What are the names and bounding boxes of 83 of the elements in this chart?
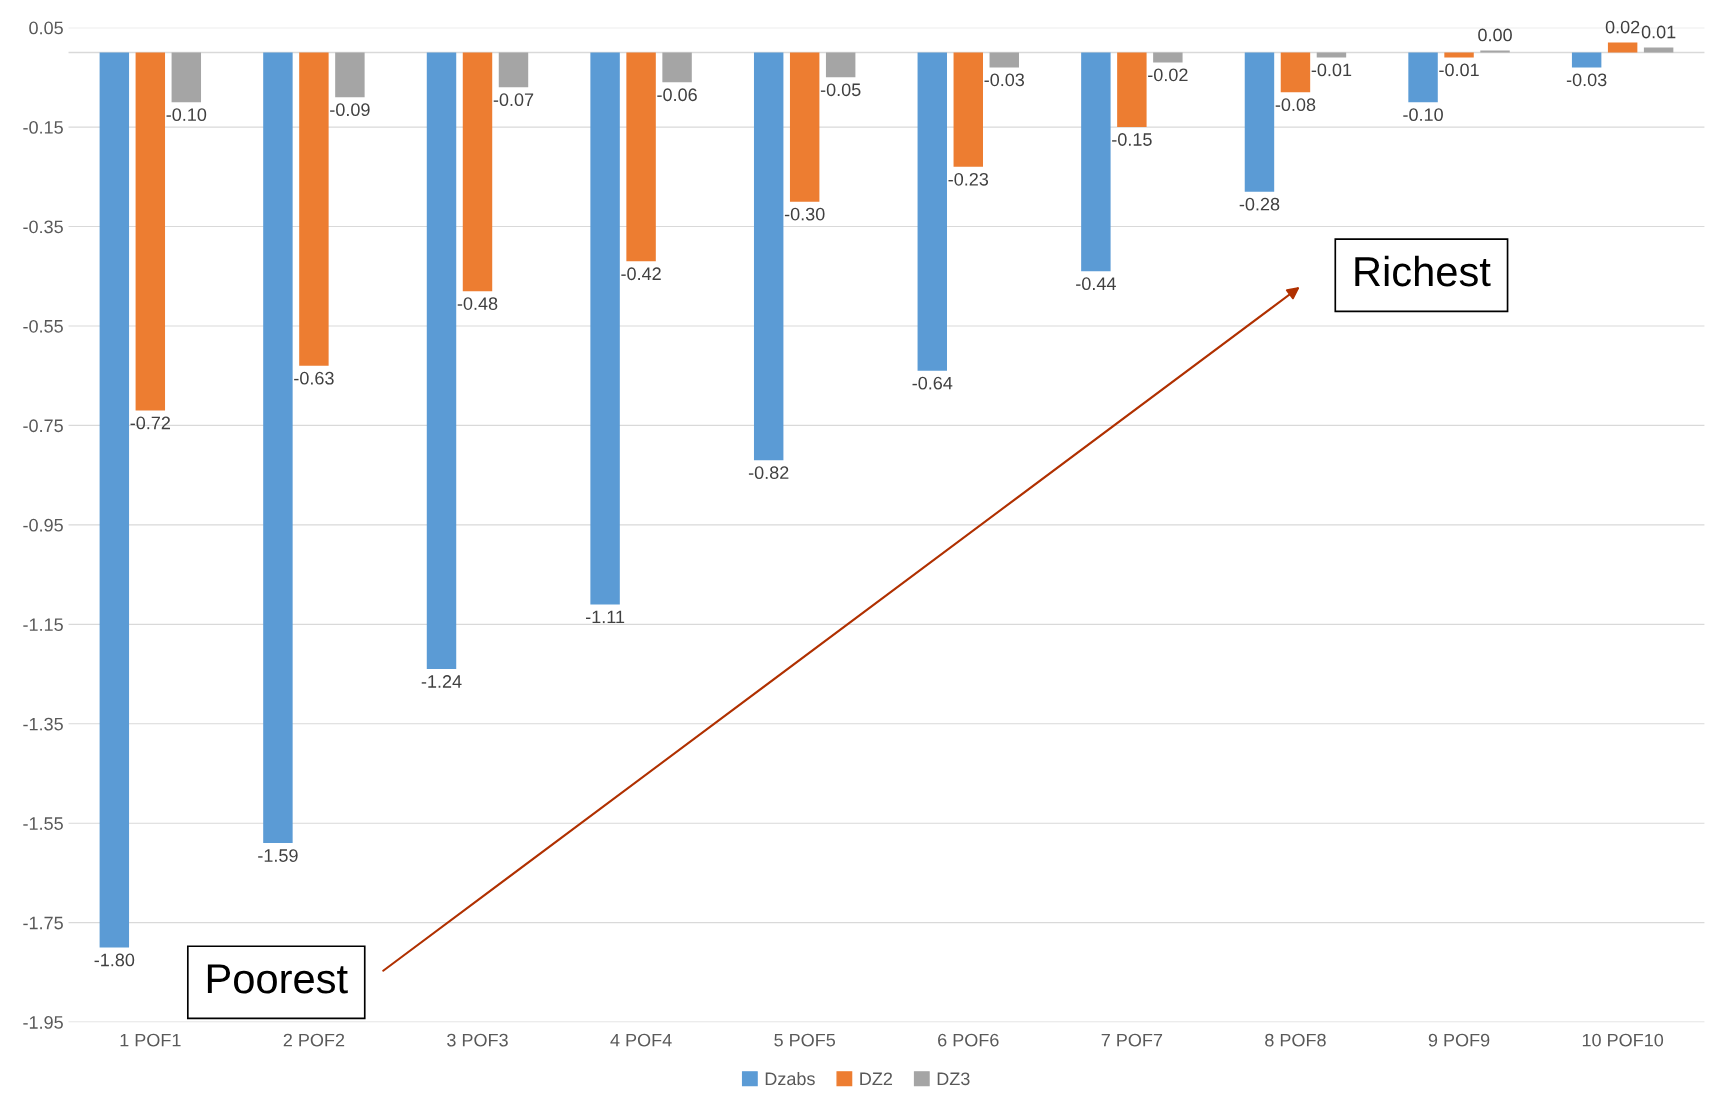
bar [1571,52,1602,68]
bar [171,52,202,103]
bar [1244,52,1275,192]
y-tick-label: 0.05 [29,21,63,35]
legend-label: Dzabs [765,1071,815,1086]
bar [426,52,457,670]
bar [498,52,529,88]
x-tick-label: 9 POF9 [1428,1033,1490,1047]
bar [1081,52,1111,272]
y-tick-label: -1.35 [23,717,63,731]
legend-label: DZ3 [937,1072,970,1086]
bar [626,52,656,262]
x-tick-label: 7 POF7 [1101,1033,1163,1047]
bar [789,52,820,202]
bar [462,52,493,292]
bar [335,52,365,98]
bar [917,52,948,371]
data-label: -0.01 [1439,63,1479,77]
data-label: -0.15 [1112,133,1152,146]
y-tick-label: -0.75 [23,419,63,433]
data-label: -0.30 [784,207,825,221]
bar [1117,52,1147,128]
data-label: -0.03 [984,73,1025,87]
bar [1444,52,1474,58]
y-tick-label: -0.55 [23,319,63,333]
data-label: -1.59 [258,849,298,862]
data-label: -1.80 [94,953,135,967]
y-tick-label: -1.95 [23,1016,63,1029]
annotation: Richest [1355,255,1491,287]
data-label: -0.44 [1076,277,1116,291]
data-label: -0.10 [166,108,207,122]
bar [825,52,856,78]
data-label: 0.02 [1605,20,1640,34]
y-tick-label: -0.15 [23,121,63,134]
bar [1408,52,1438,103]
bar [299,52,329,366]
x-tick-label: 6 POF6 [938,1033,999,1047]
x-tick-label: 8 POF8 [1265,1033,1326,1047]
y-tick-label: -0.35 [23,220,63,234]
bar [1153,52,1183,63]
bar [1280,52,1311,93]
data-label: -0.10 [1403,108,1443,122]
x-tick-label: 10 POF10 [1582,1033,1664,1047]
y-tick-label: -1.75 [23,916,63,930]
data-label: -0.06 [657,88,697,102]
bar [99,52,130,948]
data-label: -0.07 [493,93,534,107]
data-label: -0.08 [1275,98,1316,112]
x-tick-label: 4 POF4 [610,1033,672,1047]
data-label: 0.00 [1478,28,1512,42]
bar [989,52,1019,68]
x-tick-label: 3 POF3 [447,1033,508,1047]
data-label: -0.01 [1311,63,1352,77]
bar [590,52,620,605]
x-tick-label: 2 POF2 [283,1033,345,1047]
legend-label: DZ2 [860,1072,893,1085]
data-label: -0.02 [1148,68,1188,82]
data-label: -0.48 [457,297,498,310]
bar [135,52,166,411]
x-tick-label: 5 POF5 [774,1033,836,1047]
data-label: -0.72 [130,416,170,430]
y-tick-label: -0.95 [23,518,63,532]
bar [953,52,983,167]
x-tick-label: 1 POF1 [120,1033,181,1047]
bar [662,52,692,83]
bar [263,52,293,844]
data-label: -1.11 [585,610,625,624]
data-label: -1.24 [421,675,462,688]
data-label: -0.64 [912,376,953,390]
y-tick-label: -1.55 [23,817,63,830]
data-label: -0.05 [820,83,861,97]
data-label: -0.42 [621,267,661,281]
bar [1316,52,1347,58]
data-label: -0.23 [948,172,989,186]
data-label: -0.28 [1239,197,1280,211]
annotation: Poorest [207,964,348,994]
data-label: -0.63 [294,371,334,385]
data-label: -0.09 [330,103,370,117]
bar [753,52,784,461]
data-label: -0.03 [1566,73,1607,87]
data-label: -0.82 [748,466,789,480]
y-tick-label: -1.15 [23,618,63,632]
data-label: 0.01 [1641,25,1676,39]
